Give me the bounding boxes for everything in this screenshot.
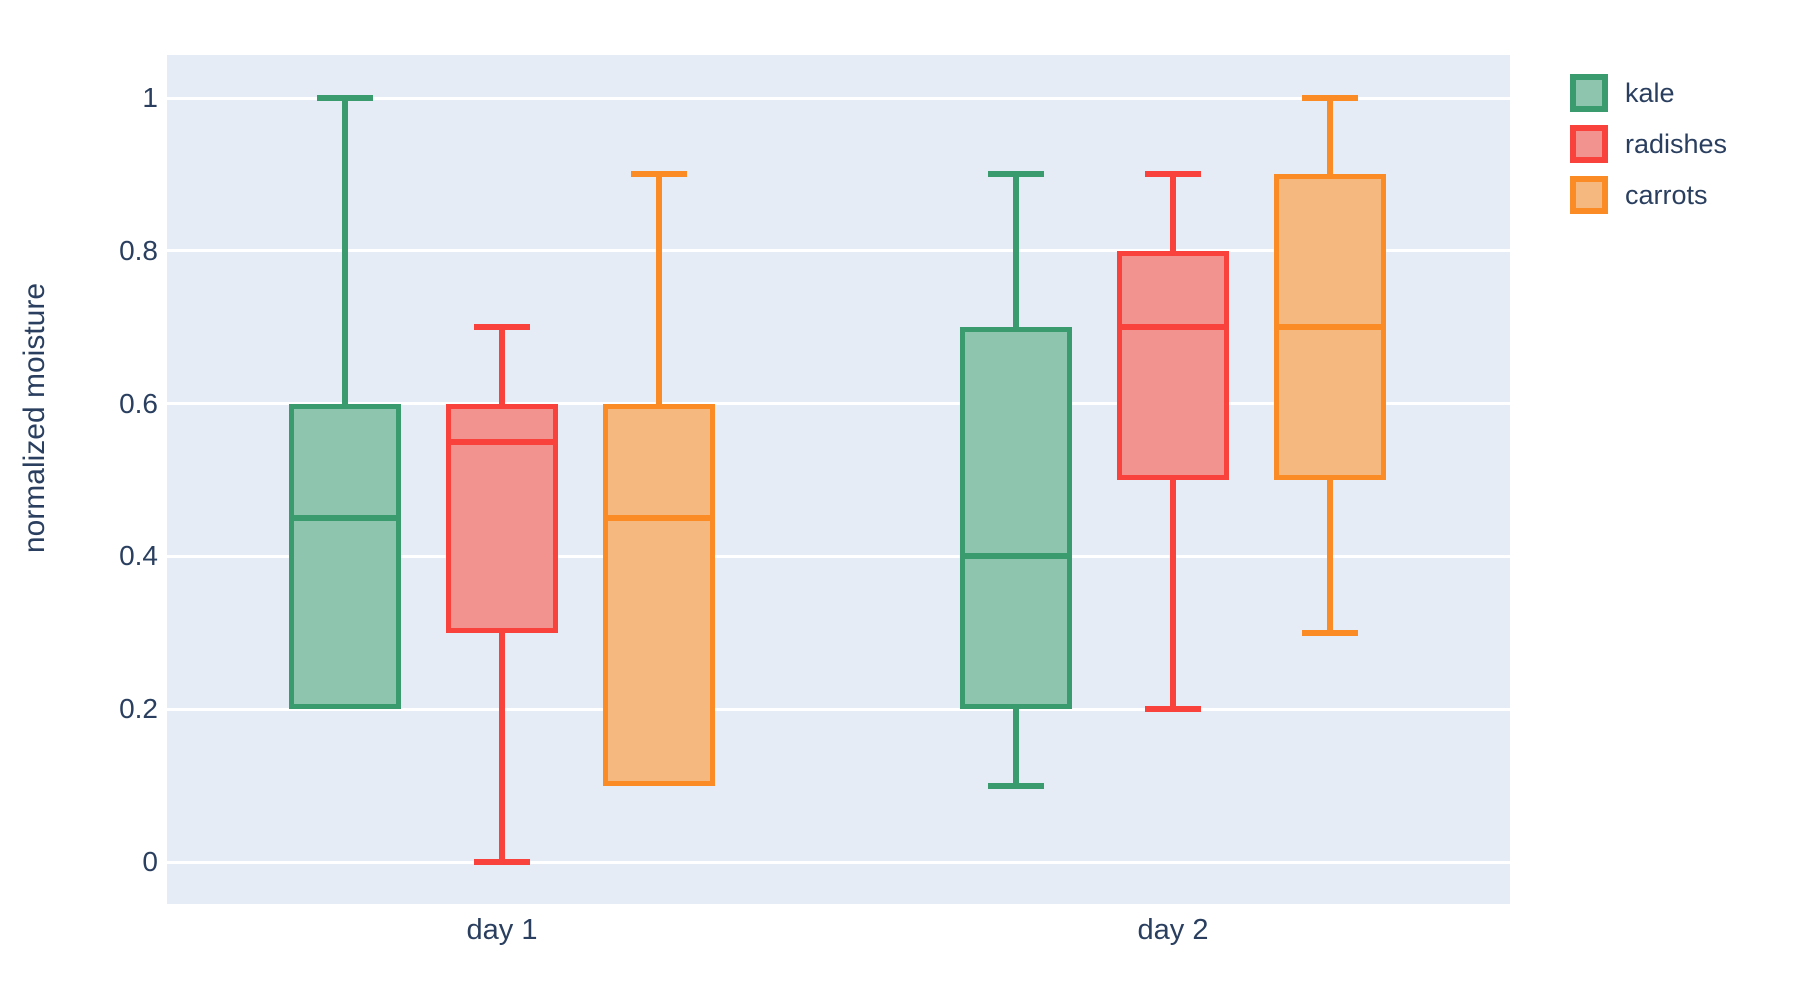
y-gridline [167,402,1510,406]
upper-whisker-stem [1327,98,1333,175]
legend-item-radishes[interactable]: radishes [1570,125,1727,163]
upper-whisker-cap [474,324,530,331]
upper-whisker-stem [499,327,505,404]
y-gridline [167,707,1510,711]
upper-whisker-cap [988,171,1044,178]
box-radishes-day-2[interactable] [1117,250,1229,480]
upper-whisker-cap [317,95,373,101]
x-tick-label: day 1 [466,914,538,946]
y-gridline [167,860,1510,864]
legend-swatch-icon [1570,125,1608,163]
legend-label: carrots [1625,180,1708,210]
y-tick-label: 1 [142,82,158,113]
lower-whisker-cap [1302,629,1358,636]
lower-whisker-cap [474,859,530,865]
y-gridline [167,554,1510,558]
box-kale-day-2[interactable] [960,327,1072,710]
upper-whisker-stem [342,98,348,404]
box-carrots-day-1[interactable] [603,403,715,786]
upper-whisker-cap [631,171,687,178]
lower-whisker-cap [1145,706,1201,713]
lower-whisker-cap [988,782,1044,789]
lower-whisker-stem [499,632,505,862]
legend-label: radishes [1625,129,1728,159]
legend-label: kale [1625,78,1675,108]
legend-swatch-icon [1570,176,1608,214]
upper-whisker-stem [1013,174,1019,328]
lower-whisker-stem [1327,480,1333,633]
lower-whisker-stem [1170,480,1176,710]
legend-item-kale[interactable]: kale [1570,74,1727,112]
y-tick-label: 0 [142,846,158,877]
median-line [608,515,710,522]
y-tick-label: 0.4 [119,540,158,572]
y-tick-label: 0.2 [119,693,158,725]
legend: kale radishes carrots [1570,74,1727,214]
upper-whisker-cap [1302,95,1358,101]
y-gridline [167,96,1510,100]
upper-whisker-stem [1170,174,1176,251]
median-line [965,553,1067,560]
legend-item-carrots[interactable]: carrots [1570,176,1727,214]
median-line [1122,324,1224,331]
median-line [451,438,553,445]
box-kale-day-1[interactable] [289,403,401,710]
y-tick-label: 0.6 [119,387,158,419]
y-tick-label: 0.8 [119,234,158,266]
y-gridline [167,249,1510,253]
upper-whisker-cap [1145,171,1201,178]
median-line [294,515,396,522]
upper-whisker-stem [656,174,662,404]
median-line [1279,324,1381,331]
x-tick-label: day 2 [1137,914,1209,946]
lower-whisker-stem [1013,709,1019,786]
legend-swatch-icon [1570,74,1608,112]
